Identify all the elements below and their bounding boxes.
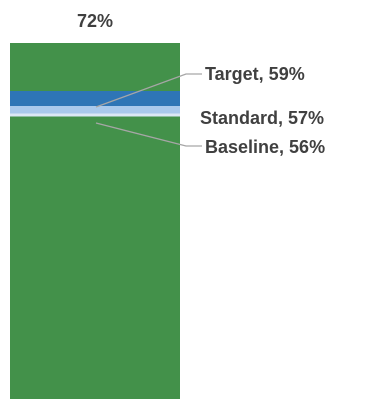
baseline-label: Baseline, 56% [205,137,325,157]
baseline-leader-line [95,122,202,147]
bar-value-label: 72% [77,11,113,31]
target-label: Target, 59% [205,64,305,84]
target-leader-line [95,73,202,108]
standard-label: Standard, 57% [200,108,324,128]
marker-band-standard [10,106,180,114]
marker-band-target [10,91,180,106]
marker-band-baseline [10,113,180,117]
